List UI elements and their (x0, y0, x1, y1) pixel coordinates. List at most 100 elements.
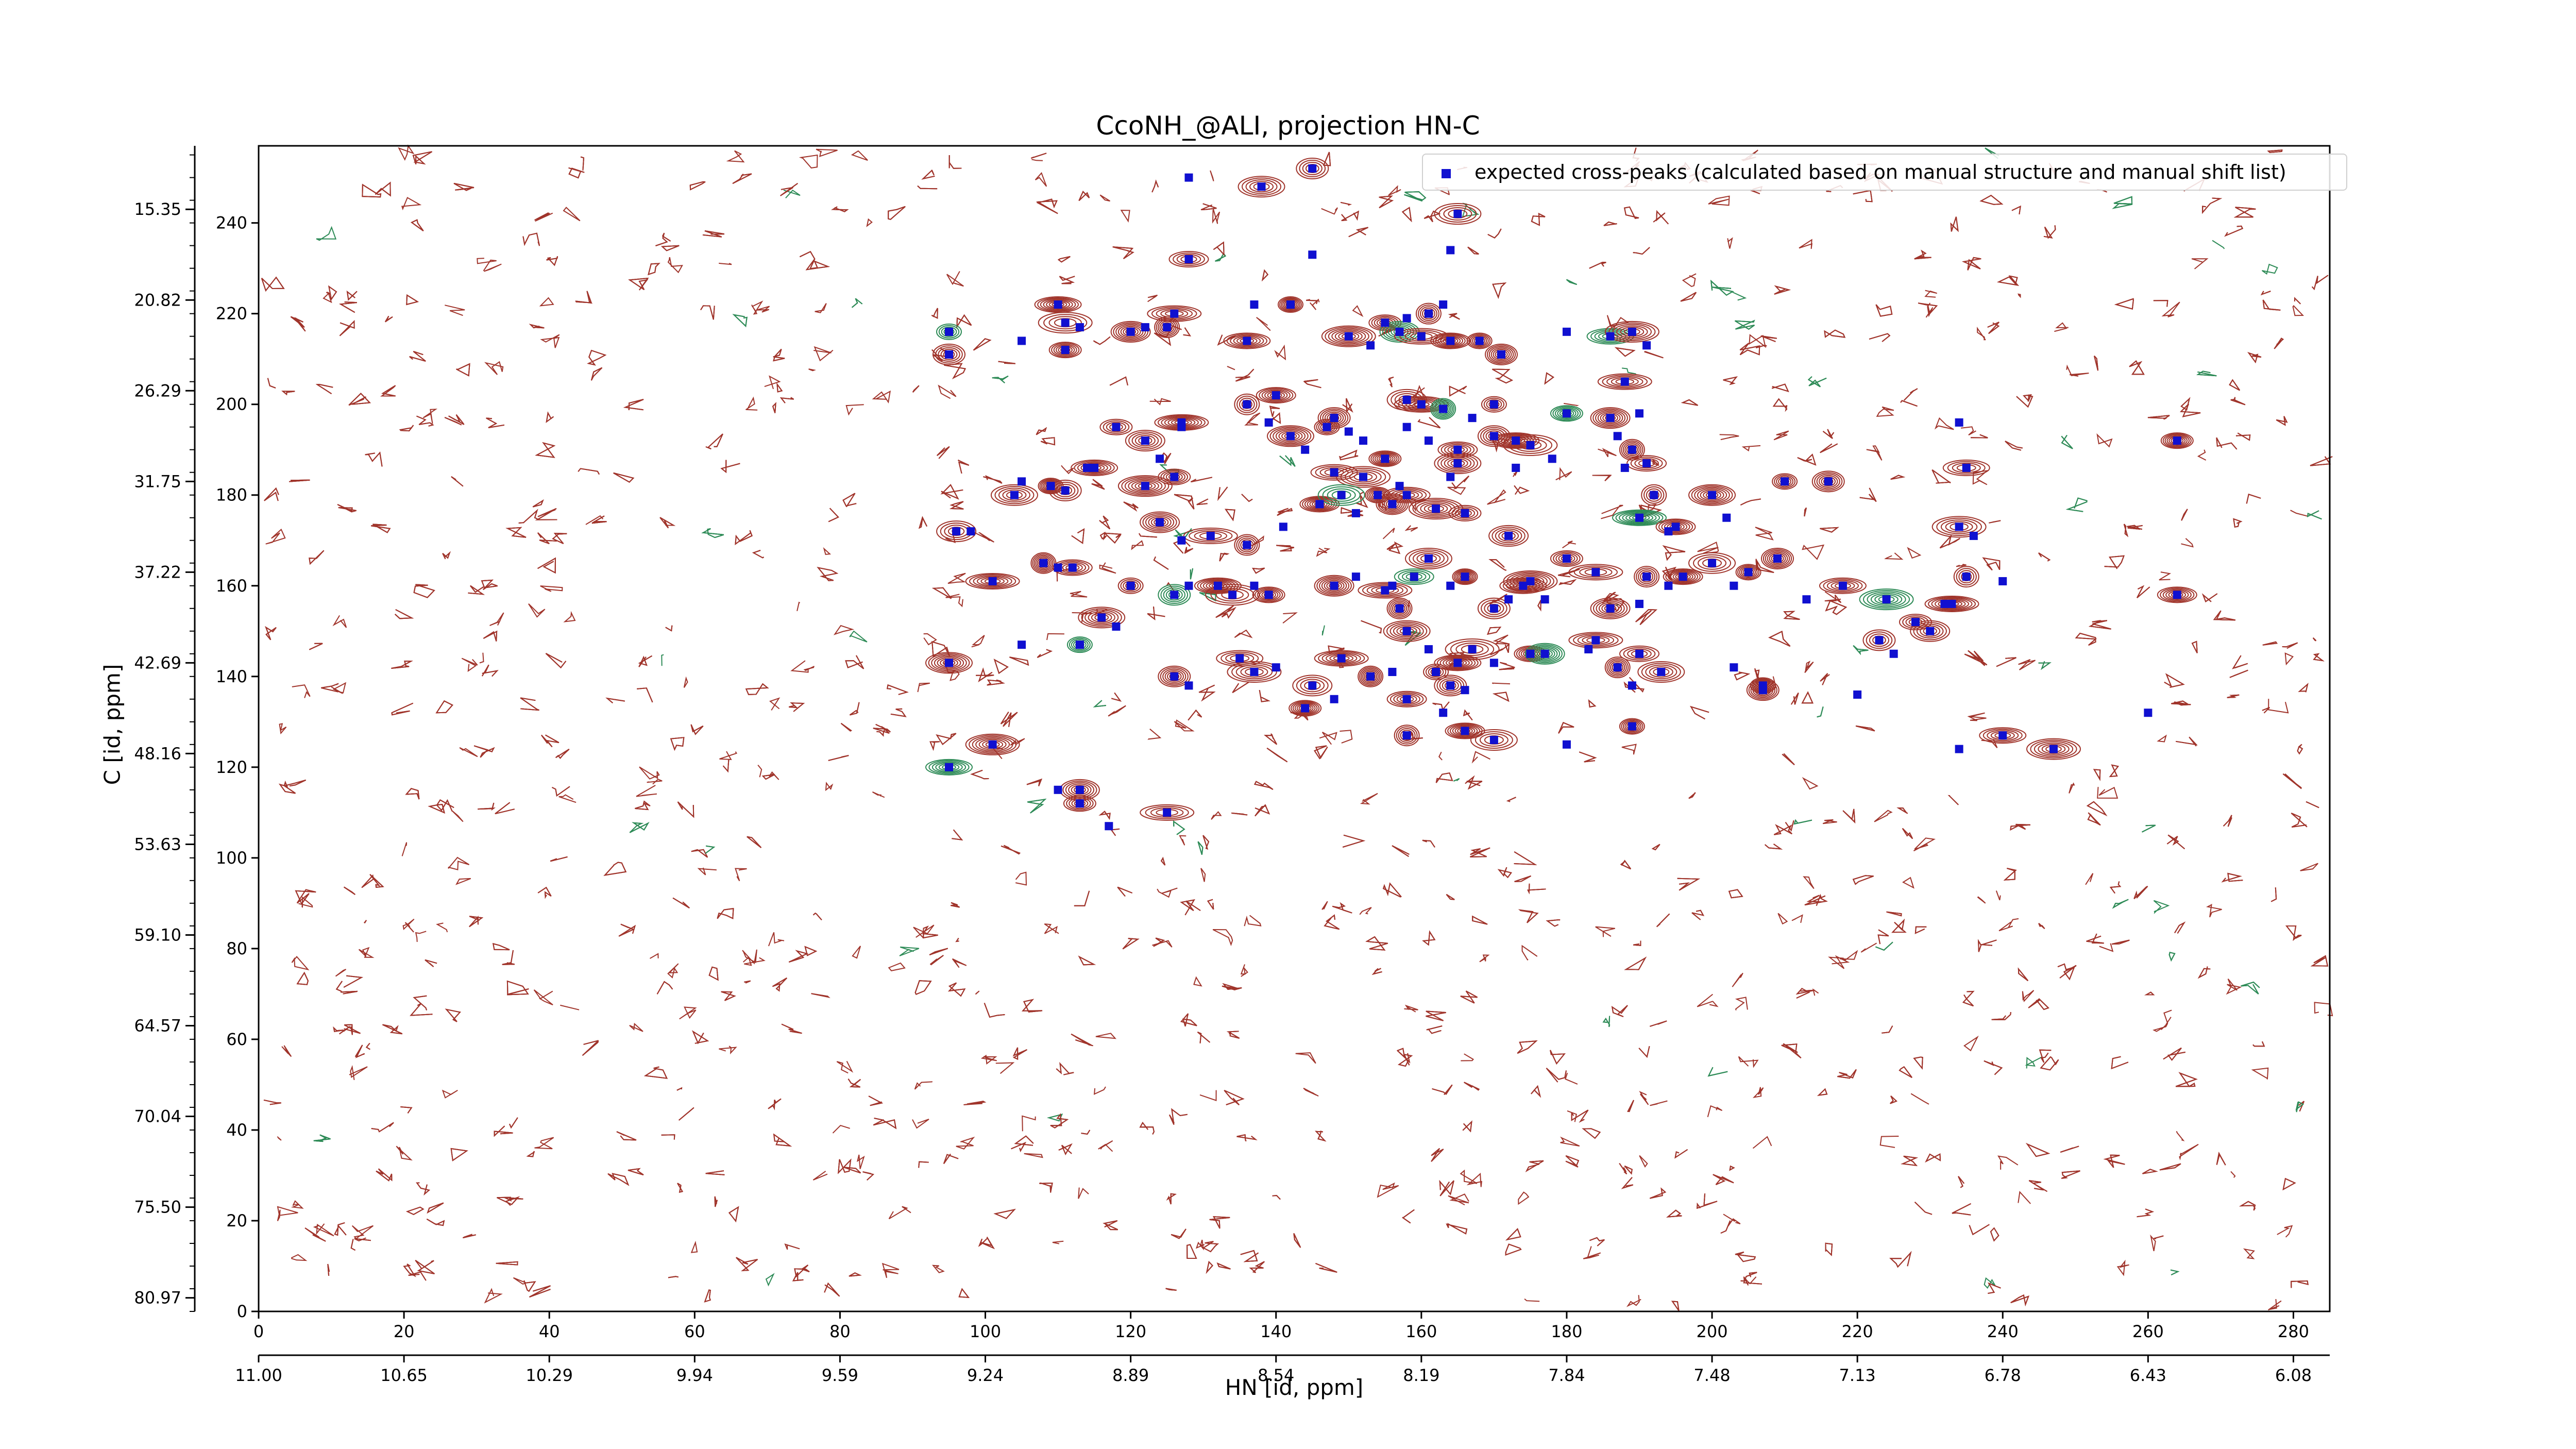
y-index-tick-label: 180 (216, 485, 247, 505)
peak-marker (1940, 599, 1949, 608)
peak-marker (1075, 799, 1084, 808)
peak-marker (1650, 491, 1658, 499)
peak-marker (1402, 695, 1411, 703)
x-ppm-tick-label: 10.29 (526, 1366, 573, 1385)
peak-marker (1461, 727, 1469, 735)
peak-marker (1947, 599, 1956, 608)
peak-marker (1228, 591, 1237, 599)
peak-marker (1998, 731, 2007, 740)
peak-marker (1156, 454, 1164, 463)
peak-marker (1446, 581, 1455, 590)
peak-marker (1911, 618, 1920, 627)
peak-marker (1039, 559, 1048, 567)
y-ppm-tick-label: 75.50 (134, 1198, 181, 1217)
peak-marker (1489, 432, 1498, 441)
peak-marker (1388, 500, 1397, 509)
peak-marker (1141, 323, 1149, 332)
chart-title: CcoNH_@ALI, projection HN-C (1096, 111, 1480, 141)
y-index-tick-label: 20 (226, 1211, 247, 1231)
y-ppm-tick-label: 37.22 (134, 562, 181, 582)
peak-marker (1170, 591, 1179, 599)
y-index-tick-label: 0 (237, 1302, 247, 1321)
peak-marker (1526, 649, 1535, 658)
legend-marker (1442, 169, 1451, 178)
x-ppm-tick-label: 9.24 (967, 1366, 1004, 1385)
peak-marker (1366, 341, 1375, 350)
peak-marker (1170, 473, 1179, 481)
y-ppm-tick-label: 53.63 (134, 834, 181, 854)
peak-marker (1359, 473, 1367, 481)
peak-marker (1504, 595, 1513, 604)
peak-marker (1301, 445, 1310, 454)
peak-marker (1838, 581, 1847, 590)
x-index-tick-label: 220 (1842, 1322, 1873, 1341)
peak-marker (1330, 414, 1338, 423)
y-ppm-tick-label: 64.57 (134, 1016, 181, 1036)
peak-marker (1141, 482, 1149, 491)
y-index-tick-label: 200 (216, 395, 247, 414)
peak-marker (1635, 409, 1643, 418)
peak-marker (1366, 672, 1375, 681)
peak-marker (2173, 436, 2181, 445)
peak-marker (1708, 559, 1717, 567)
y-ppm-tick-label: 80.97 (134, 1288, 181, 1308)
x-index-tick-label: 60 (684, 1322, 705, 1341)
peak-marker (1446, 336, 1455, 345)
peak-marker (1417, 332, 1426, 341)
peak-marker (1489, 604, 1498, 613)
peak-marker (1635, 649, 1643, 658)
peak-marker (1141, 436, 1149, 445)
peak-marker (1061, 486, 1070, 495)
peak-marker (1257, 182, 1266, 191)
peak-marker (1170, 309, 1179, 318)
peak-marker (1010, 491, 1019, 499)
plot-frame (258, 145, 2331, 1312)
peak-marker (1351, 509, 1360, 517)
peak-marker (1264, 591, 1273, 599)
peak-marker (2049, 745, 2058, 753)
peak-marker (1620, 377, 1629, 386)
peak-marker (1468, 414, 1477, 423)
peak-marker (1642, 459, 1651, 468)
peak-marker (988, 740, 997, 749)
peak-marker (1177, 536, 1186, 545)
peak-marker (1453, 445, 1462, 454)
peak-marker (1402, 423, 1411, 431)
y-ppm-tick-label: 20.82 (134, 290, 181, 310)
peak-marker (1446, 681, 1455, 690)
peak-marker (1046, 482, 1055, 491)
peak-marker (1504, 531, 1513, 540)
x-index-tick-label: 180 (1551, 1322, 1582, 1341)
peak-marker (1395, 327, 1404, 336)
x-index-tick-label: 240 (1987, 1322, 2019, 1341)
peak-marker (945, 350, 953, 359)
peak-marker (1308, 250, 1317, 259)
y-ppm-tick-label: 26.29 (134, 381, 181, 400)
peak-marker (1962, 463, 1971, 472)
peak-marker (1402, 731, 1411, 740)
peak-marker (2144, 709, 2153, 717)
peak-marker (1018, 336, 1026, 345)
y-index-tick-label: 160 (216, 576, 247, 596)
peak-marker (1054, 300, 1062, 309)
peak-marker (1061, 318, 1070, 327)
peak-marker (1461, 509, 1469, 517)
peak-marker (1628, 445, 1636, 454)
x-index-tick-label: 120 (1115, 1322, 1146, 1341)
peak-marker (1177, 418, 1186, 427)
peak-marker (1308, 681, 1317, 690)
y-index-tick-label: 220 (216, 304, 247, 324)
peak-marker (1439, 300, 1448, 309)
x-ppm-tick-label: 6.78 (1985, 1366, 2021, 1385)
peak-marker (1075, 785, 1084, 794)
peak-marker (1882, 595, 1891, 604)
x-ppm-tick-label: 7.84 (1548, 1366, 1585, 1385)
peak-marker (945, 763, 953, 771)
peak-marker (1489, 400, 1498, 409)
y-index-tick-label: 80 (226, 939, 247, 958)
peak-marker (1591, 636, 1600, 645)
x-ppm-tick-label: 10.65 (380, 1366, 428, 1385)
peak-marker (1184, 255, 1193, 264)
y-axis-label: C [id, ppm] (99, 664, 125, 785)
